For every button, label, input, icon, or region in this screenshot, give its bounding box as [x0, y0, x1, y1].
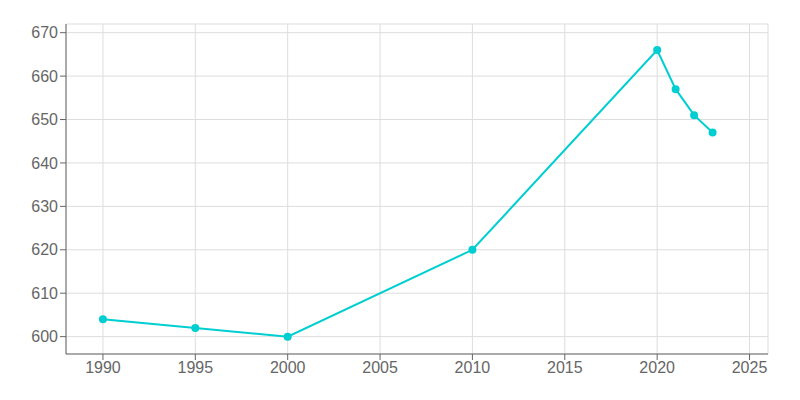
- svg-text:1990: 1990: [85, 359, 121, 376]
- svg-text:2025: 2025: [732, 359, 768, 376]
- svg-text:600: 600: [31, 328, 58, 345]
- svg-text:1995: 1995: [178, 359, 214, 376]
- svg-text:2005: 2005: [362, 359, 398, 376]
- svg-text:630: 630: [31, 198, 58, 215]
- svg-text:670: 670: [31, 24, 58, 41]
- svg-text:2020: 2020: [639, 359, 675, 376]
- svg-text:660: 660: [31, 68, 58, 85]
- svg-text:2015: 2015: [547, 359, 583, 376]
- svg-text:650: 650: [31, 111, 58, 128]
- svg-text:620: 620: [31, 241, 58, 258]
- svg-text:2000: 2000: [270, 359, 306, 376]
- svg-text:640: 640: [31, 155, 58, 172]
- svg-text:610: 610: [31, 285, 58, 302]
- svg-text:2010: 2010: [455, 359, 491, 376]
